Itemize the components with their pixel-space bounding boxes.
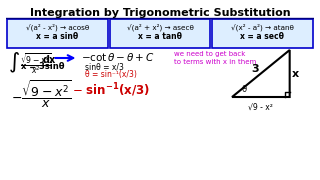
Text: $-\ \mathbf{sin^{-1}(x/3)}$: $-\ \mathbf{sin^{-1}(x/3)}$ — [72, 81, 149, 99]
Text: x = a sinθ: x = a sinθ — [36, 32, 79, 41]
Text: 3: 3 — [251, 64, 259, 73]
Text: x = a secθ: x = a secθ — [240, 32, 284, 41]
Text: √9 - x²: √9 - x² — [248, 103, 273, 112]
Text: sinθ = x/3: sinθ = x/3 — [85, 62, 124, 71]
Text: √(x² - a²) → atanθ: √(x² - a²) → atanθ — [231, 23, 294, 30]
Text: $\frac{\sqrt{9-x^2}}{x^2}$: $\frac{\sqrt{9-x^2}}{x^2}$ — [20, 51, 52, 76]
Text: √(a² + x²) → asecθ: √(a² + x²) → asecθ — [127, 23, 193, 30]
Text: dx: dx — [43, 55, 56, 65]
Text: x = 3sinθ: x = 3sinθ — [21, 62, 64, 71]
Text: x: x — [292, 69, 299, 78]
Text: √(a² - x²) → acosθ: √(a² - x²) → acosθ — [26, 23, 89, 30]
FancyBboxPatch shape — [7, 19, 108, 48]
Text: θ: θ — [241, 85, 246, 94]
FancyBboxPatch shape — [110, 19, 210, 48]
FancyBboxPatch shape — [212, 19, 313, 48]
Text: $-\dfrac{\sqrt{9-x^2}}{x}$: $-\dfrac{\sqrt{9-x^2}}{x}$ — [11, 78, 72, 110]
Text: $-\cot\theta - \theta + C$: $-\cot\theta - \theta + C$ — [81, 51, 155, 63]
Text: $\int$: $\int$ — [8, 51, 20, 75]
Text: we need to get back
to terms with x in them: we need to get back to terms with x in t… — [174, 51, 257, 65]
Text: x = a tanθ: x = a tanθ — [138, 32, 182, 41]
Text: θ = sin⁻¹(x/3): θ = sin⁻¹(x/3) — [85, 70, 137, 79]
Text: Integration by Trigonometric Substitution: Integration by Trigonometric Substitutio… — [30, 8, 290, 18]
